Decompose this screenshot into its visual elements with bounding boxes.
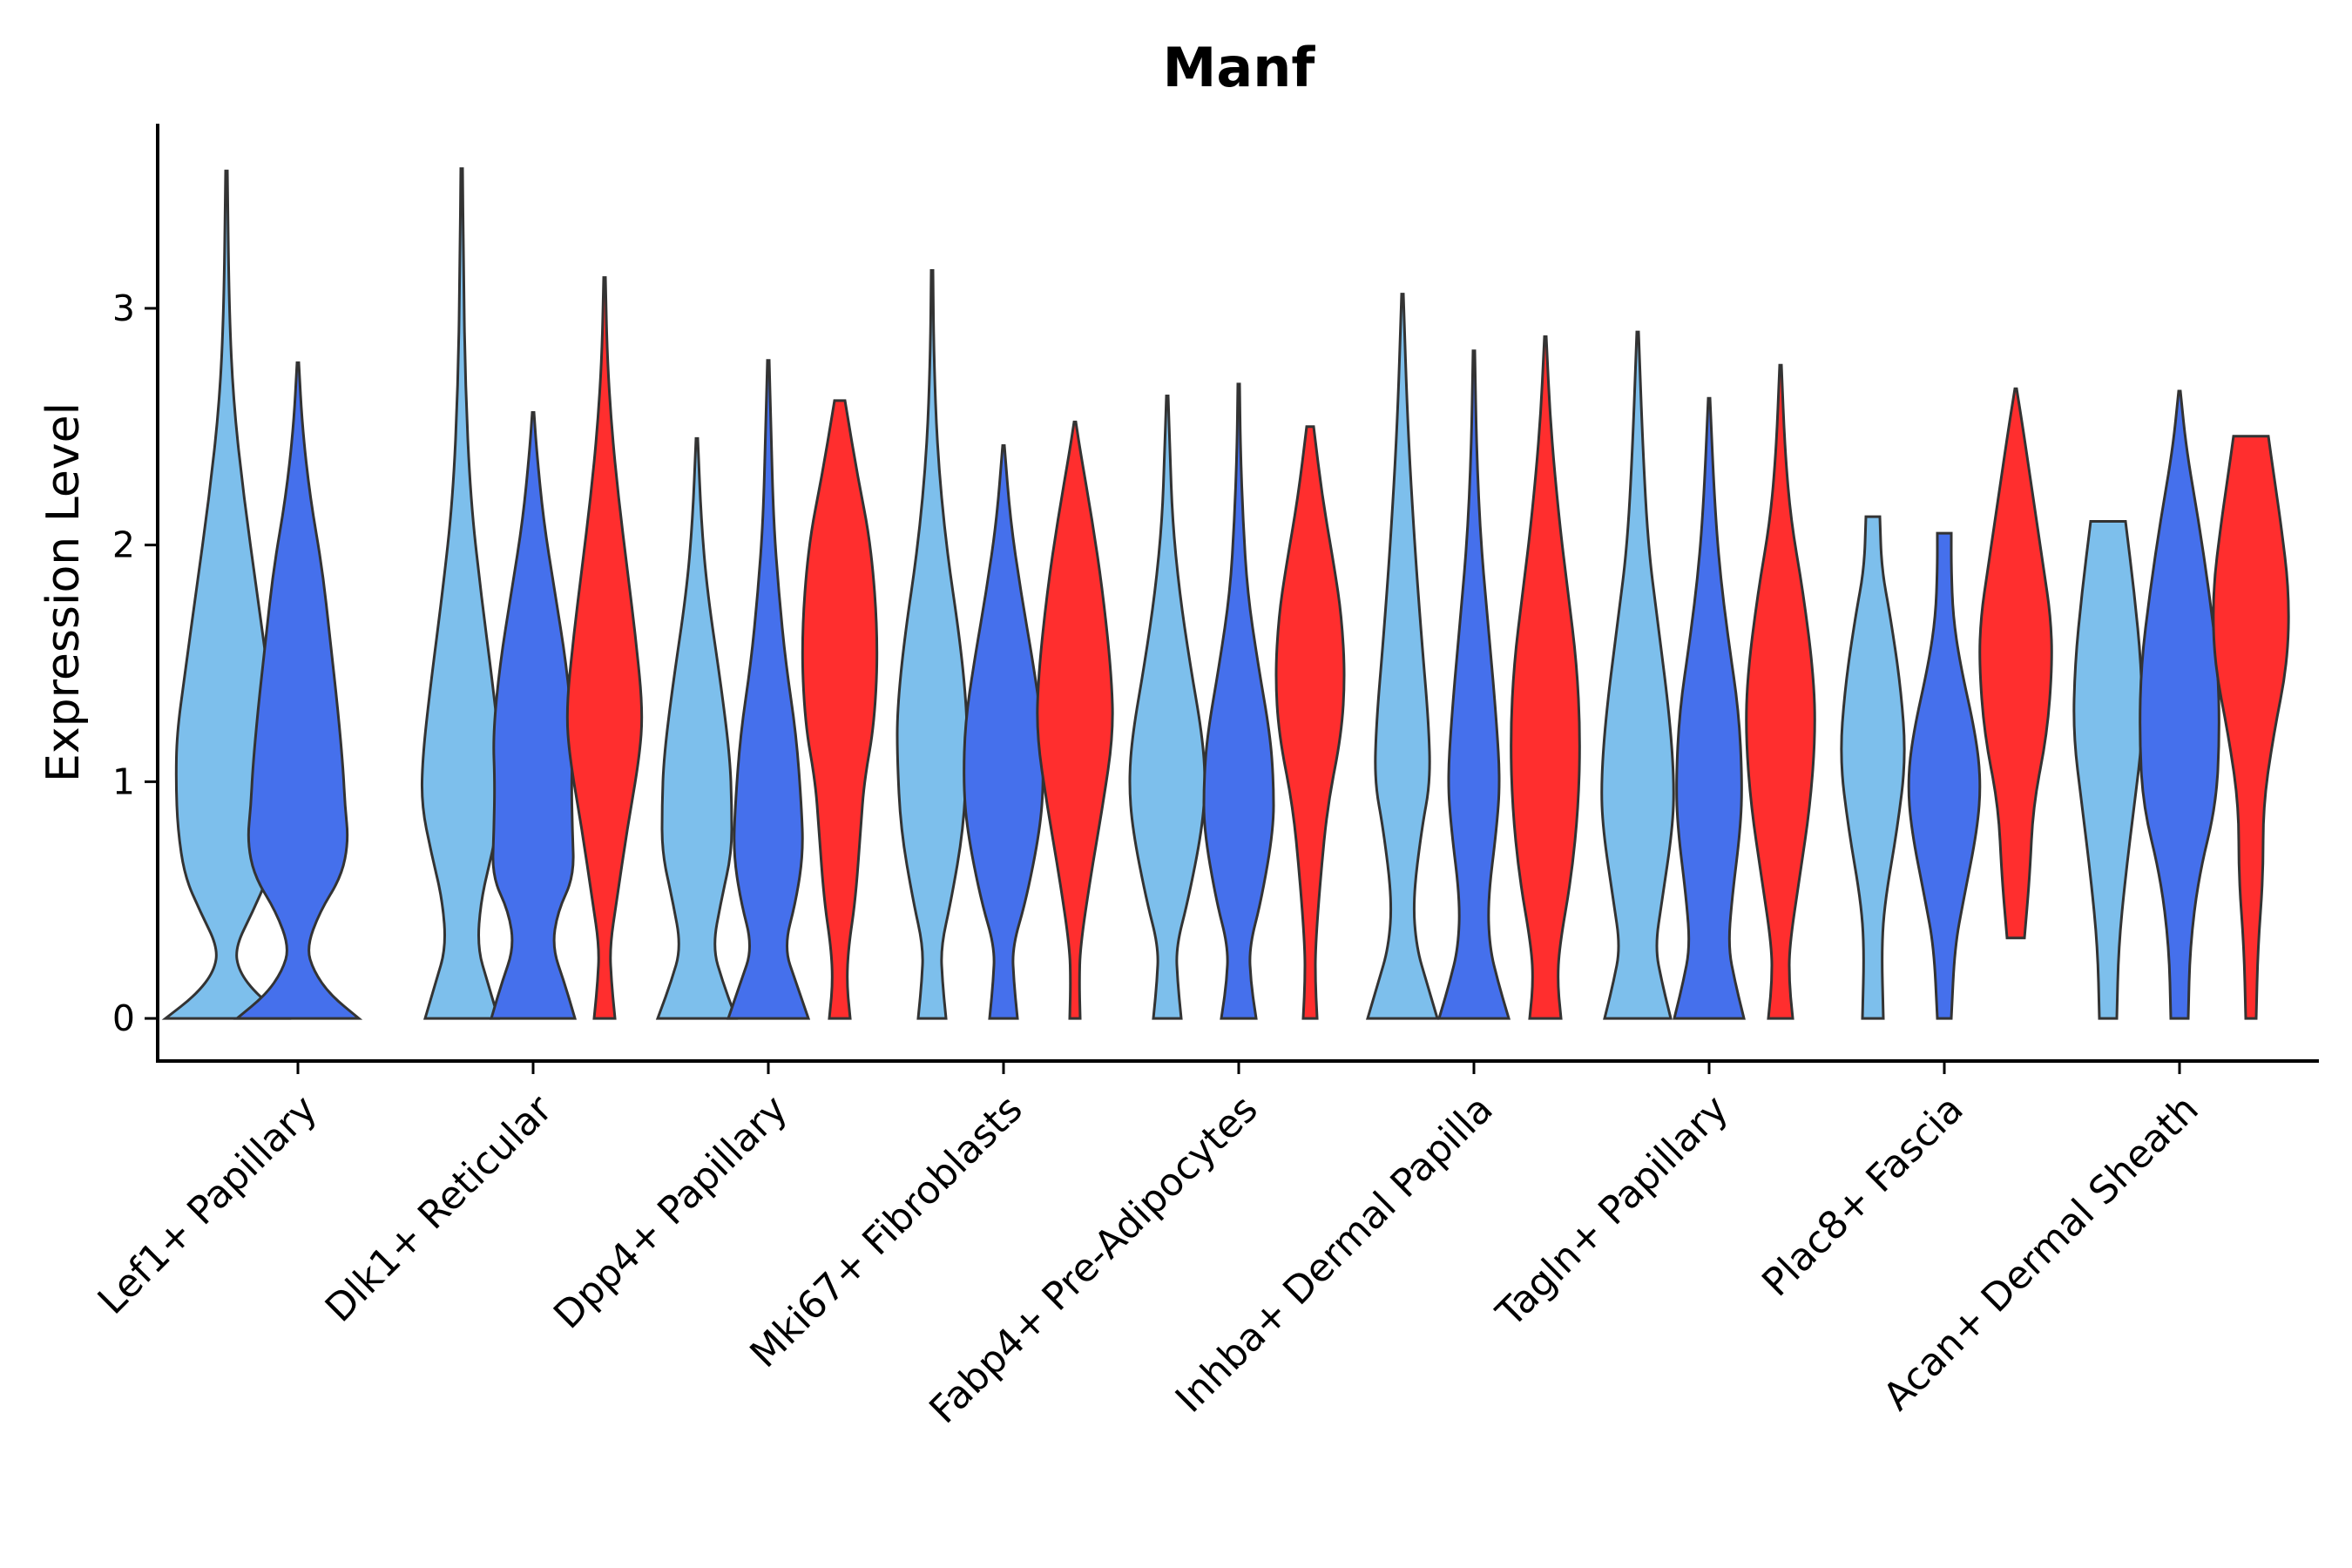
violin-8-0 — [2072, 520, 2144, 1020]
violin-4-1 — [1202, 382, 1275, 1020]
violin-5-1 — [1436, 349, 1511, 1020]
violin-3-0 — [896, 269, 969, 1020]
violin-1-0 — [420, 167, 504, 1020]
violin-6-0 — [1600, 330, 1675, 1020]
violin-7-2 — [1978, 387, 2053, 940]
violin-2-0 — [655, 436, 739, 1020]
violin-2-2 — [801, 399, 879, 1020]
y-tick-label: 0 — [112, 997, 135, 1039]
violin-8-2 — [2212, 435, 2290, 1020]
x-category-label: Dlk1+ Reticular — [317, 1086, 562, 1331]
y-axis-label: Expression Level — [37, 402, 90, 782]
violin-3-1 — [963, 444, 1044, 1020]
violin-3-2 — [1036, 420, 1114, 1020]
violin-5-0 — [1365, 293, 1440, 1020]
y-tick-label: 3 — [112, 287, 135, 329]
violin-1-1 — [489, 411, 578, 1020]
y-tick-label: 2 — [112, 524, 135, 566]
x-category-label: Lef1+ Papillary — [90, 1087, 326, 1323]
chart-title: Manf — [1163, 36, 1316, 99]
violin-5-2 — [1510, 335, 1581, 1020]
violin-4-0 — [1128, 395, 1206, 1020]
x-category-label: Dpp4+ Papillary — [545, 1087, 796, 1338]
violin-1-2 — [565, 276, 644, 1020]
violin-8-1 — [2139, 389, 2220, 1020]
violin-7-0 — [1840, 515, 1906, 1020]
violin-2-1 — [726, 359, 811, 1020]
violin-6-2 — [1745, 363, 1816, 1020]
violin-4-2 — [1274, 425, 1346, 1020]
y-axis-ticks: 0 1 2 3 — [112, 287, 158, 1039]
violin-0-1 — [233, 361, 363, 1020]
violin-7-1 — [1907, 531, 1982, 1020]
x-category-label: Plac8+ Fascia — [1754, 1087, 1972, 1306]
violins-layer — [161, 167, 2290, 1020]
x-category-label: Tagln+ Papillary — [1488, 1087, 1737, 1336]
violin-6-1 — [1673, 396, 1746, 1020]
y-tick-label: 1 — [112, 760, 135, 802]
